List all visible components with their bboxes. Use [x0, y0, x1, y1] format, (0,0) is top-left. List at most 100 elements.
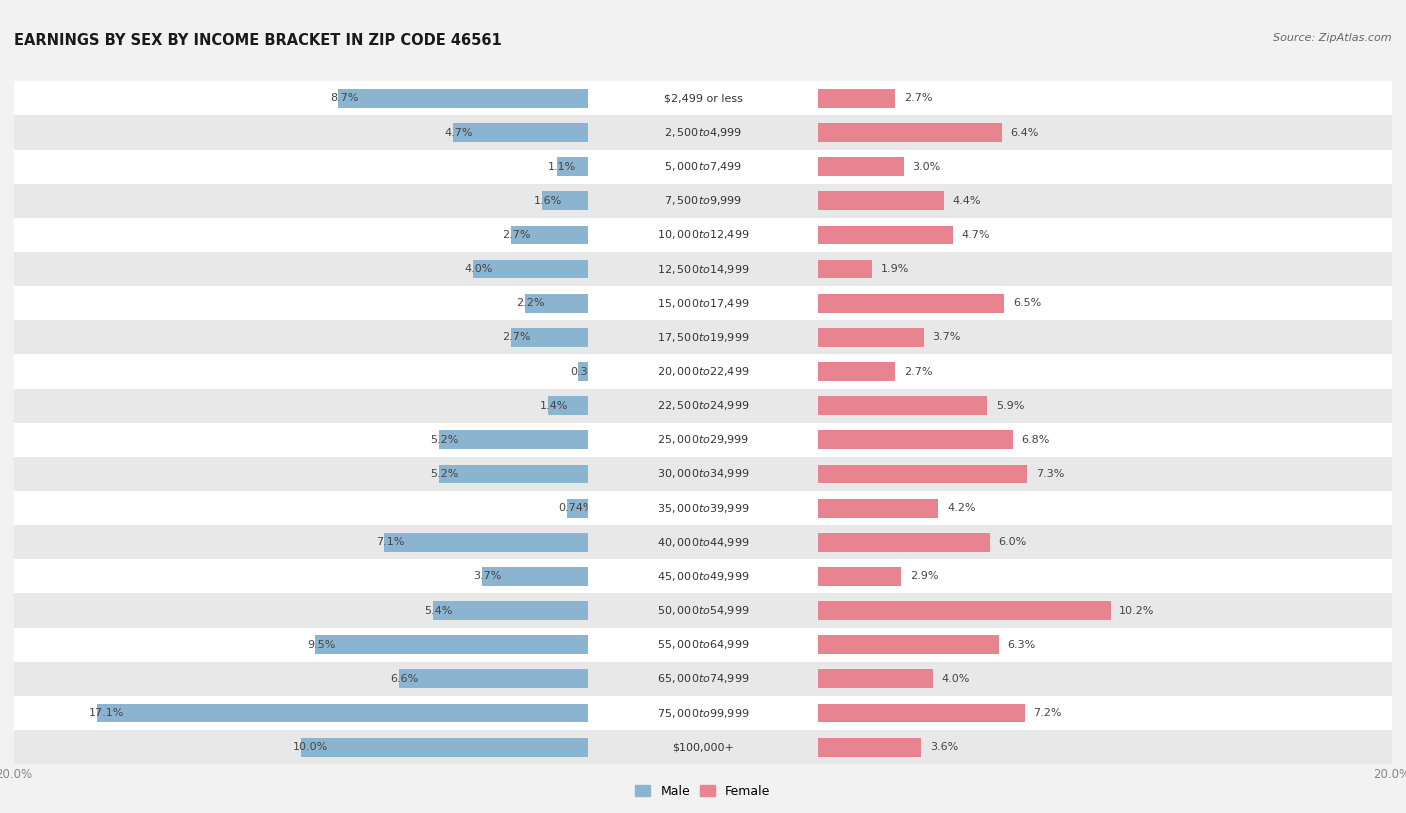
Bar — [818, 635, 998, 654]
Bar — [818, 703, 1025, 723]
Bar — [14, 730, 1163, 764]
Bar — [14, 115, 1163, 150]
Bar — [14, 320, 1163, 354]
Text: 3.7%: 3.7% — [474, 572, 502, 581]
Text: Source: ZipAtlas.com: Source: ZipAtlas.com — [1274, 33, 1392, 42]
Text: 2.2%: 2.2% — [516, 298, 546, 308]
Bar — [14, 662, 1163, 696]
Text: 0.34%: 0.34% — [569, 367, 605, 376]
Bar — [818, 328, 924, 347]
Bar — [243, 218, 1392, 252]
Bar — [474, 354, 932, 389]
Bar — [818, 430, 1012, 450]
Bar — [818, 89, 896, 108]
Bar — [543, 191, 588, 211]
Text: 2.7%: 2.7% — [904, 93, 932, 103]
Bar — [14, 286, 1163, 320]
Bar — [474, 696, 932, 730]
Text: 6.8%: 6.8% — [1022, 435, 1050, 445]
Text: 2.7%: 2.7% — [904, 367, 932, 376]
Text: 5.9%: 5.9% — [995, 401, 1024, 411]
Text: 6.4%: 6.4% — [1010, 128, 1039, 137]
Bar — [243, 81, 1392, 115]
Bar — [474, 259, 588, 279]
Bar — [548, 396, 588, 415]
Bar — [243, 252, 1392, 286]
Bar — [474, 457, 932, 491]
Bar — [510, 328, 588, 347]
Bar — [818, 737, 921, 757]
Bar — [439, 430, 588, 450]
Text: $45,000 to $49,999: $45,000 to $49,999 — [657, 570, 749, 583]
Bar — [243, 150, 1392, 184]
Bar — [243, 320, 1392, 354]
Bar — [474, 389, 932, 423]
Text: 7.1%: 7.1% — [375, 537, 404, 547]
Bar — [14, 389, 1163, 423]
Text: $40,000 to $44,999: $40,000 to $44,999 — [657, 536, 749, 549]
Text: $100,000+: $100,000+ — [672, 742, 734, 752]
Legend: Male, Female: Male, Female — [630, 780, 776, 802]
Bar — [818, 396, 987, 415]
Bar — [14, 150, 1163, 184]
Text: $30,000 to $34,999: $30,000 to $34,999 — [657, 467, 749, 480]
Text: 2.7%: 2.7% — [502, 333, 530, 342]
Text: 17.1%: 17.1% — [89, 708, 124, 718]
Text: 6.0%: 6.0% — [998, 537, 1026, 547]
Text: $50,000 to $54,999: $50,000 to $54,999 — [657, 604, 749, 617]
Bar — [474, 184, 932, 218]
Text: $2,500 to $4,999: $2,500 to $4,999 — [664, 126, 742, 139]
Bar — [243, 696, 1392, 730]
Text: $2,499 or less: $2,499 or less — [664, 93, 742, 103]
Text: 4.7%: 4.7% — [444, 128, 474, 137]
Bar — [818, 601, 1111, 620]
Text: $17,500 to $19,999: $17,500 to $19,999 — [657, 331, 749, 344]
Bar — [14, 593, 1163, 628]
Bar — [474, 320, 932, 354]
Text: 3.6%: 3.6% — [929, 742, 957, 752]
Text: 2.9%: 2.9% — [910, 572, 938, 581]
Text: 1.4%: 1.4% — [540, 401, 568, 411]
Bar — [474, 252, 932, 286]
Bar — [474, 628, 932, 662]
Bar — [474, 150, 932, 184]
Bar — [474, 730, 932, 764]
Text: 4.7%: 4.7% — [962, 230, 990, 240]
Bar — [818, 498, 938, 518]
Bar — [243, 457, 1392, 491]
Bar — [474, 593, 932, 628]
Bar — [14, 457, 1163, 491]
Bar — [818, 362, 896, 381]
Bar — [474, 81, 932, 115]
Bar — [433, 601, 588, 620]
Text: 1.9%: 1.9% — [882, 264, 910, 274]
Text: 4.2%: 4.2% — [948, 503, 976, 513]
Bar — [14, 525, 1163, 559]
Text: 8.7%: 8.7% — [330, 93, 359, 103]
Bar — [243, 423, 1392, 457]
Bar — [818, 464, 1028, 484]
Bar — [14, 354, 1163, 389]
Bar — [482, 567, 588, 586]
Bar — [818, 567, 901, 586]
Bar — [399, 669, 588, 689]
Bar — [818, 225, 953, 245]
Bar — [14, 559, 1163, 593]
Text: 2.7%: 2.7% — [502, 230, 530, 240]
Bar — [301, 737, 588, 757]
Bar — [557, 157, 588, 176]
Bar — [818, 157, 904, 176]
Bar — [243, 559, 1392, 593]
Bar — [818, 533, 990, 552]
Bar — [243, 184, 1392, 218]
Text: 6.6%: 6.6% — [389, 674, 419, 684]
Bar — [474, 559, 932, 593]
Bar — [14, 696, 1163, 730]
Bar — [243, 491, 1392, 525]
Text: EARNINGS BY SEX BY INCOME BRACKET IN ZIP CODE 46561: EARNINGS BY SEX BY INCOME BRACKET IN ZIP… — [14, 33, 502, 47]
Bar — [243, 354, 1392, 389]
Text: 5.2%: 5.2% — [430, 469, 458, 479]
Text: 3.7%: 3.7% — [932, 333, 962, 342]
Bar — [243, 525, 1392, 559]
Text: 0.74%: 0.74% — [558, 503, 593, 513]
